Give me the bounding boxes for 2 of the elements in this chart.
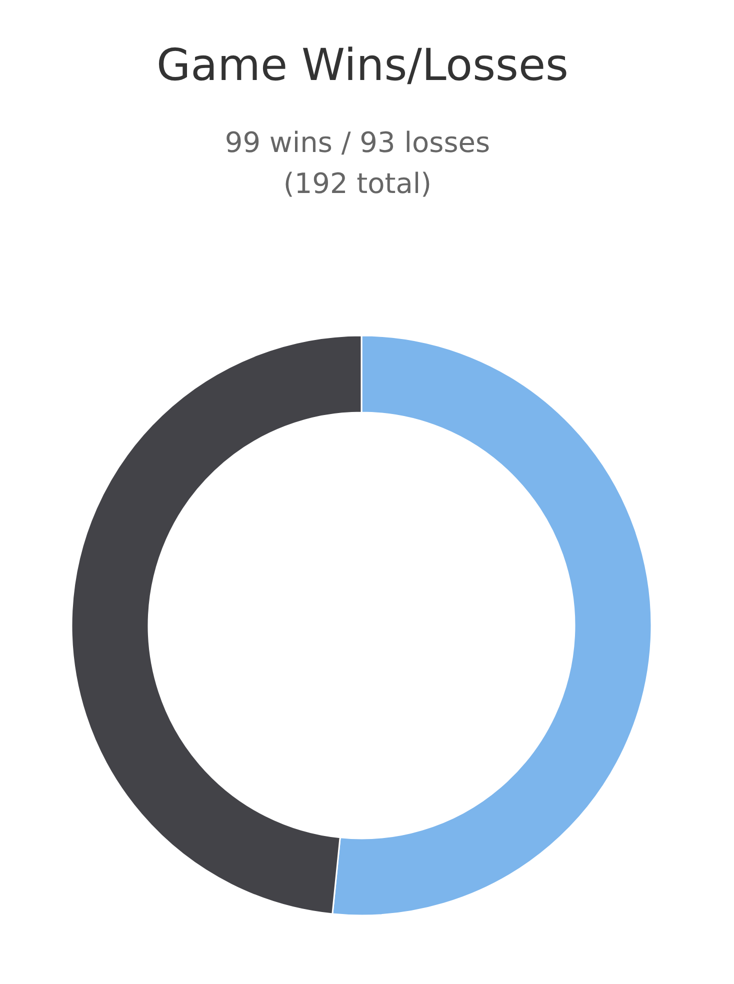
chart-subtitle: 99 wins / 93 losses (192 total) — [224, 126, 490, 200]
chart-title: Game Wins/Losses — [156, 40, 568, 91]
